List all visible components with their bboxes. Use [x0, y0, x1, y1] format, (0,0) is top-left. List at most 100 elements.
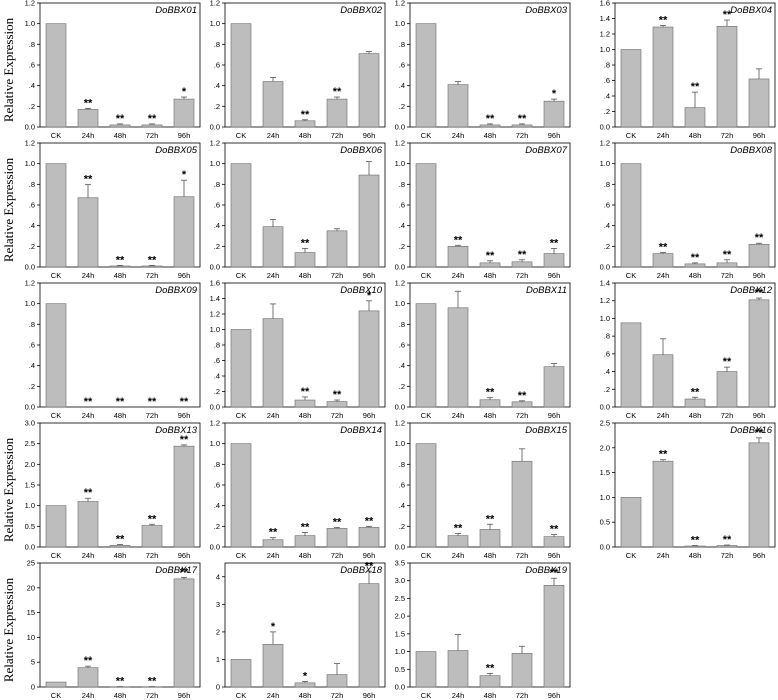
y-tick-label: 0 [216, 683, 220, 692]
y-tick-label: 0.0 [210, 403, 220, 412]
significance-mark: ** [454, 234, 463, 246]
y-tick-label: 1.5 [395, 629, 405, 638]
y-tick-label: .8 [29, 320, 35, 329]
bar [716, 371, 738, 408]
x-tick-label: 48h [689, 551, 702, 560]
y-tick-label: 1.2 [600, 139, 610, 148]
panel-dobbx02: 0.0 .2 .4 .6 .8 1.0 1.2 DoBBX02 CK 24h ** 48h ** 72h 9… [210, 0, 386, 140]
significance-mark: ** [659, 242, 668, 254]
x-tick-label: 72h [516, 551, 529, 560]
bar [45, 505, 67, 548]
x-tick-label: 48h [299, 691, 312, 700]
x-tick-label: 24h [452, 411, 465, 420]
y-tick-label: .8 [399, 40, 405, 49]
y-tick-label: 3.0 [395, 576, 405, 585]
significance-mark: ** [691, 252, 700, 264]
panel-dobbx14: 0.0 .2 .4 .6 .8 1.0 1.2 DoBBX14 CK ** 24h ** 48h ** 72… [210, 419, 386, 560]
y-tick-label: .8 [399, 460, 405, 469]
x-tick-label: 48h [114, 271, 127, 280]
significance-mark: ** [550, 237, 559, 249]
significance-mark: ** [84, 173, 93, 185]
bar [294, 682, 316, 688]
bar [543, 585, 565, 688]
significance-mark: ** [116, 676, 125, 688]
bar [543, 100, 565, 128]
y-tick-label: 1.0 [210, 439, 220, 448]
bar [684, 107, 706, 128]
x-tick-label: 24h [82, 551, 95, 560]
bar [294, 399, 316, 408]
significance-mark: ** [691, 535, 700, 547]
y-tick-label: 1.4 [210, 294, 220, 303]
bar [109, 545, 131, 548]
bar [326, 401, 348, 408]
y-tick-label: 1.0 [25, 299, 35, 308]
panel-dobbx09: 0.0 .2 .4 .6 .8 1.0 1.2 DoBBX09 CK ** 24h ** 48h ** 72… [25, 279, 201, 420]
bar [620, 497, 642, 548]
bar [173, 578, 195, 688]
x-tick-label: 72h [721, 271, 734, 280]
y-tick-label: .4 [214, 372, 220, 381]
y-tick-label: .8 [399, 180, 405, 189]
x-tick-label: 24h [82, 131, 95, 140]
significance-mark: ** [301, 386, 310, 398]
significance-mark: ** [180, 566, 189, 578]
y-tick-label: 1.2 [210, 419, 220, 428]
significance-mark: ** [365, 560, 374, 572]
significance-mark: ** [333, 516, 342, 528]
significance-mark: ** [365, 515, 374, 527]
panel-dobbx10: 0.0 .2 .4 .6 .8 1.0 1.2 1.4 1.6 DoBBX10 CK 24h ** 48h… [210, 279, 386, 420]
y-tick-label: 0.0 [600, 123, 610, 132]
significance-mark: ** [486, 513, 495, 525]
bar [358, 527, 380, 548]
significance-mark: ** [116, 113, 125, 125]
panel-title: DoBBX18 [340, 565, 382, 576]
bar [415, 651, 437, 688]
bar [479, 262, 501, 268]
y-tick-label: .8 [29, 180, 35, 189]
panel-title: DoBBX15 [525, 425, 567, 436]
y-tick-label: 0.0 [395, 683, 405, 692]
y-tick-label: .2 [29, 242, 35, 251]
x-tick-label: 72h [146, 691, 159, 700]
bar [684, 263, 706, 268]
x-tick-label: 72h [146, 411, 159, 420]
panel-title: DoBBX14 [340, 425, 382, 436]
bar [230, 23, 252, 128]
x-tick-label: 96h [548, 131, 561, 140]
significance-mark: * [182, 169, 187, 181]
bar [543, 366, 565, 408]
bar [652, 460, 674, 548]
y-tick-label: 1.0 [600, 45, 610, 54]
y-tick-label: 1.2 [210, 139, 220, 148]
bar [230, 443, 252, 548]
y-tick-label: .4 [399, 361, 405, 370]
x-tick-label: 96h [363, 691, 376, 700]
y-tick-label: 2.5 [25, 439, 35, 448]
bar [326, 528, 348, 548]
significance-mark: ** [550, 524, 559, 536]
x-tick-label: 24h [82, 691, 95, 700]
y-tick-label: .6 [399, 201, 405, 210]
y-tick-label: 1.2 [600, 296, 610, 305]
bar [447, 307, 469, 408]
panel-title: DoBBX07 [525, 145, 567, 156]
y-tick-label: 3 [216, 600, 220, 609]
x-tick-label: 24h [657, 551, 670, 560]
y-tick-label: 0.0 [25, 543, 35, 552]
significance-mark: ** [723, 9, 732, 21]
x-tick-label: 48h [114, 551, 127, 560]
x-tick-label: 24h [657, 271, 670, 280]
x-tick-label: 96h [753, 131, 766, 140]
bar [77, 109, 99, 128]
y-tick-label: 1.0 [600, 159, 610, 168]
x-tick-label: 72h [516, 131, 529, 140]
bar [326, 674, 348, 688]
panel-dobbx05: 0.0 .2 .4 .6 .8 1.0 1.2 DoBBX05 CK ** 24h ** 48h ** 72… [25, 139, 201, 280]
x-tick-label: 24h [657, 411, 670, 420]
y-tick-label: 1.2 [395, 139, 405, 148]
y-tick-label: 0.5 [395, 665, 405, 674]
bar [620, 163, 642, 268]
x-tick-label: 96h [363, 411, 376, 420]
bar [77, 667, 99, 688]
